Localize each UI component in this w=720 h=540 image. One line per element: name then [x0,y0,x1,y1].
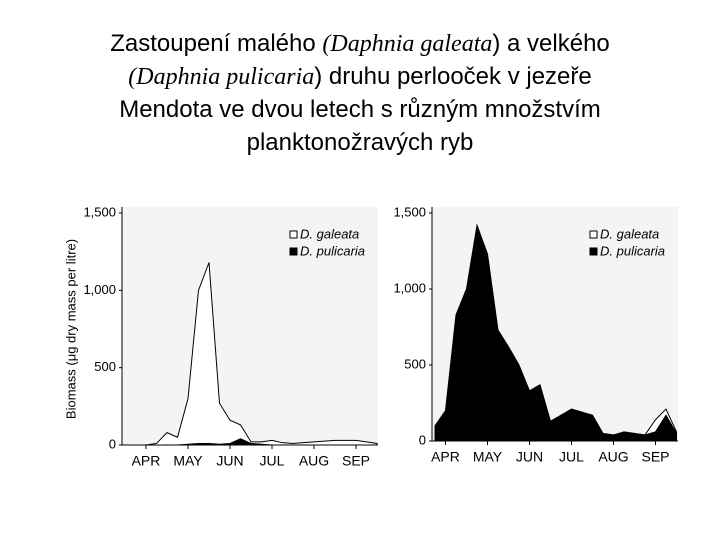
chart: 0 500 1,000 1,500 APR MAY JUN JUL AUG SEP D. galea… [393,204,678,465]
legend-swatch [289,230,298,239]
x-tick-label: JUN [216,453,243,469]
y-tick-label: 0 [419,432,426,447]
x-tick-label: MAY [473,449,503,465]
chart: Biomass (μg dry mass per litre) 0 500 1,000… [63,204,378,469]
y-tick-label: 500 [94,359,116,374]
y-tick-label: 1,000 [393,280,426,295]
x-tick-label: SEP [342,453,370,469]
title-segment: ) a velkého [492,30,609,57]
title-segment: planktonožravých ryb [247,129,474,156]
x-tick-label: AUG [299,453,329,469]
area [125,262,378,446]
y-tick-label: 1,500 [393,204,426,219]
x-tick-label: JUL [559,449,584,465]
legend-swatch [589,230,598,239]
title-segment: (Daphnia pulicaria [128,64,314,90]
y-tick-label: 1,000 [83,282,116,297]
title-line: Zastoupení malého (Daphnia galeata) a ve… [110,30,610,57]
x-tick-label: JUL [260,453,285,469]
x-tick-label: SEP [641,449,669,465]
y-axis-label: Biomass (μg dry mass per litre) [63,239,78,419]
area [434,223,677,442]
x-tick-label: APR [431,449,460,465]
title-line: Mendota ve dvou letech s různým množství… [119,96,601,123]
x-tick-label: MAY [173,453,203,469]
y-tick-label: 0 [109,436,116,451]
y-tick-label: 500 [404,356,426,371]
title-segment: (Daphnia galeata [322,31,492,57]
legend-label: D. galeata [600,226,659,241]
x-tick-label: APR [132,453,161,469]
title-segment: Mendota ve dvou letech s různým množství… [119,96,601,123]
title-segment: Zastoupení malého [110,30,322,57]
title-segment: ) druhu perlooček v jezeře [314,63,591,90]
plot-background [122,207,378,445]
x-tick-label: JUN [516,449,543,465]
y-tick-label: 1,500 [83,204,116,219]
legend-label: D. pulicaria [600,243,665,258]
legend-label: D. pulicaria [300,243,365,258]
title-line: (Daphnia pulicaria) druhu perlooček v je… [128,63,591,90]
x-tick-label: AUG [598,449,628,465]
legend-label: D. galeata [300,226,359,241]
legend-swatch [589,247,598,256]
legend-swatch [289,247,298,256]
title-line: planktonožravých ryb [247,129,474,156]
